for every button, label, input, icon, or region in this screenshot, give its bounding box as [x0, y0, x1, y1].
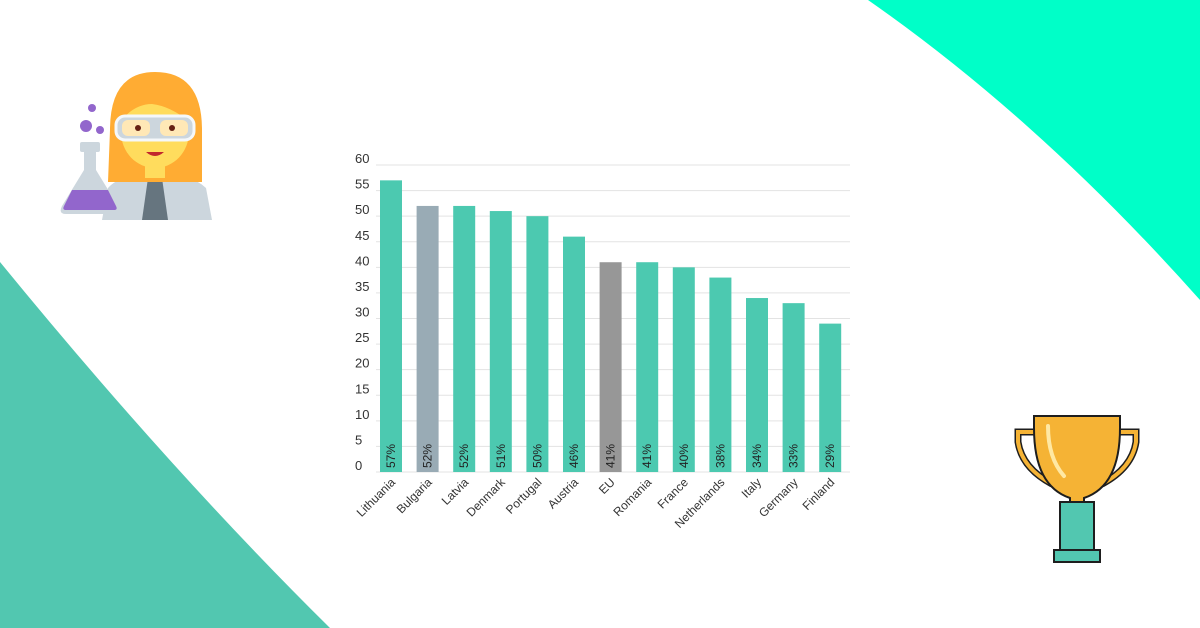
chart-data-labels: 57% 52% 52% 51% 50% 46% 41% 41% 40% 38% 34% 33% 29% — [384, 444, 837, 468]
category-label: EU — [596, 475, 618, 497]
chart-bars — [380, 180, 842, 473]
bar-data-label: 57% — [384, 444, 398, 468]
bar-data-label: 46% — [567, 444, 581, 468]
bottom-left-accent-shape — [0, 262, 330, 628]
y-tick-label: 50 — [355, 202, 369, 217]
bar-data-label: 29% — [823, 444, 837, 468]
bar — [416, 205, 439, 472]
y-tick-label: 0 — [355, 458, 362, 473]
y-tick-label: 55 — [355, 177, 369, 192]
category-label: Germany — [756, 475, 801, 520]
y-tick-label: 15 — [355, 381, 369, 396]
y-axis-ticks: 0 5 10 15 20 25 30 35 40 45 50 55 60 — [355, 151, 369, 473]
y-tick-label: 40 — [355, 253, 369, 268]
bar — [380, 180, 402, 472]
y-tick-label: 25 — [355, 330, 369, 345]
scientist-woman-icon — [60, 72, 212, 220]
category-label: Denmark — [464, 475, 509, 520]
category-label: Finland — [800, 475, 838, 513]
category-label: Portugal — [503, 475, 545, 517]
y-tick-label: 45 — [355, 228, 369, 243]
category-label: Romania — [610, 475, 654, 519]
y-tick-label: 10 — [355, 407, 369, 422]
bar — [709, 277, 732, 472]
y-tick-label: 35 — [355, 279, 369, 294]
trophy-icon — [1014, 415, 1140, 563]
category-label: Italy — [739, 475, 764, 500]
bar-data-label: 38% — [713, 444, 727, 468]
category-label: Austria — [545, 475, 582, 512]
y-tick-label: 20 — [355, 356, 369, 371]
bar-data-label: 52% — [421, 444, 435, 468]
bar — [819, 323, 842, 472]
y-tick-label: 30 — [355, 305, 369, 320]
bar-data-label: 33% — [787, 444, 801, 468]
bar-data-label: 51% — [494, 444, 508, 468]
category-label: Lithuania — [354, 475, 399, 520]
bar — [489, 211, 512, 473]
bar — [782, 303, 805, 472]
bar — [746, 298, 768, 472]
bar — [636, 262, 659, 472]
bar — [526, 216, 549, 472]
bar-data-label: 50% — [530, 444, 544, 468]
bar-data-label: 41% — [604, 444, 618, 468]
bar — [599, 262, 622, 472]
category-label: Bulgaria — [394, 475, 435, 516]
top-right-accent-shape — [868, 0, 1200, 300]
bar-data-label: 52% — [457, 444, 471, 468]
y-tick-label: 60 — [355, 151, 369, 166]
bar-data-label: 34% — [750, 444, 764, 468]
bar-data-label: 40% — [677, 444, 691, 468]
bar — [672, 267, 695, 472]
bar — [563, 236, 585, 472]
y-tick-label: 5 — [355, 432, 362, 447]
bar-data-label: 41% — [640, 444, 654, 468]
category-label: Latvia — [439, 475, 472, 508]
bar — [453, 205, 476, 472]
